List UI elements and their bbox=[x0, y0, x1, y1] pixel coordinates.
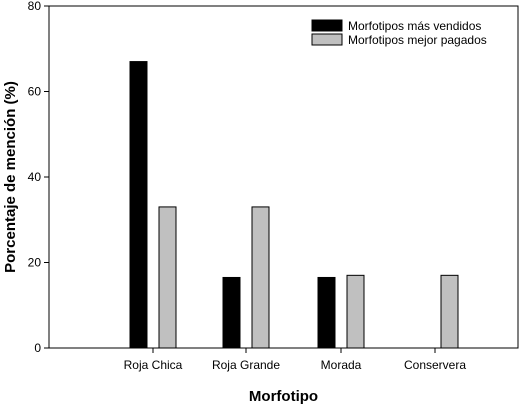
x-axis-title: Morfotipo bbox=[249, 388, 318, 405]
bar-mejor-pagados bbox=[440, 274, 459, 349]
bar-mejor-pagados bbox=[251, 206, 270, 349]
x-tick-label: Roja Grande bbox=[212, 358, 280, 372]
legend-label: Morfotipos mejor pagados bbox=[348, 33, 487, 47]
x-axis: Roja Chica Roja Grande Morada Conservera bbox=[124, 348, 466, 372]
y-tick-label: 60 bbox=[28, 85, 42, 99]
y-tick-label: 80 bbox=[28, 0, 42, 13]
plot-frame bbox=[48, 5, 519, 349]
y-tick-label: 40 bbox=[28, 170, 42, 184]
x-tick-label: Roja Chica bbox=[124, 358, 183, 372]
bar-mas-vendidos bbox=[317, 276, 336, 349]
legend-swatch bbox=[311, 19, 343, 32]
y-tick-label: 0 bbox=[34, 341, 41, 355]
y-axis: 0 20 40 60 80 bbox=[28, 0, 49, 355]
bar-mejor-pagados bbox=[158, 206, 177, 349]
bar-mas-vendidos bbox=[222, 276, 241, 349]
y-tick-label: 20 bbox=[28, 256, 42, 270]
x-tick-label: Conservera bbox=[404, 358, 466, 372]
y-axis-title: Porcentaje de mención (%) bbox=[2, 81, 19, 273]
x-tick-label: Morada bbox=[321, 358, 362, 372]
bar-mas-vendidos bbox=[129, 61, 148, 349]
legend-swatch bbox=[311, 33, 343, 46]
legend-label: Morfotipos más vendidos bbox=[348, 19, 481, 33]
bar-mejor-pagados bbox=[346, 274, 365, 349]
bars-group bbox=[129, 61, 459, 349]
